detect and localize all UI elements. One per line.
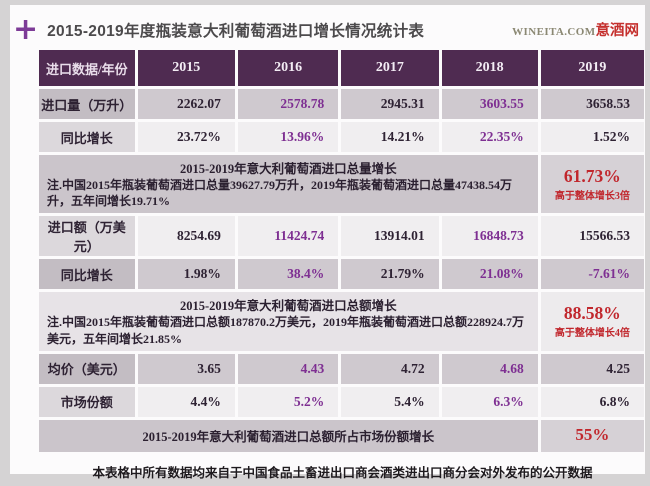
value-cell: -7.61%	[540, 259, 644, 290]
header-year-2015: 2015	[137, 50, 235, 86]
value-cell: 6.3%	[441, 386, 538, 417]
value-cell: 6.8%	[540, 386, 644, 417]
note-row-total-value-growth: 2015-2019年意大利葡萄酒进口总额增长 注.中国2015年瓶装葡萄酒进口总…	[39, 292, 644, 351]
header-year-2018: 2018	[441, 50, 538, 86]
highlight-percent: 55%	[575, 425, 610, 445]
table-header-row: 进口数据/年份 2015 2016 2017 2018 2019	[39, 50, 644, 86]
page-title: 2015-2019年度瓶装意大利葡萄酒进口增长情况统计表	[47, 22, 425, 40]
value-cell: 2578.78	[237, 89, 339, 119]
row-market-share-growth-summary: 2015-2019年意大利葡萄酒进口总额所占市场份额增长 55%	[39, 419, 644, 452]
value-cell: 4.43	[237, 353, 339, 384]
header-year-2017: 2017	[341, 50, 439, 86]
value-cell: 2945.31	[341, 89, 439, 119]
metric-label: 同比增长	[39, 259, 135, 290]
value-cell: 3603.55	[441, 89, 538, 119]
value-cell: 1.98%	[137, 259, 235, 290]
value-cell: 22.35%	[441, 122, 538, 152]
note-cell: 2015-2019年意大利葡萄酒进口总量增长 注.中国2015年瓶装葡萄酒进口总…	[39, 155, 538, 214]
value-cell: 5.4%	[341, 386, 439, 417]
header-metric-year: 进口数据/年份	[39, 50, 135, 86]
value-cell: 1.52%	[540, 122, 644, 152]
metric-label: 进口额（万美元）	[39, 216, 135, 257]
highlight-percent: 61.73%	[563, 165, 621, 186]
note-title: 2015-2019年意大利葡萄酒进口总额增长	[180, 299, 397, 314]
data-source-note: 本表格中所有数据均来自于中国食品土畜进出口商会酒类进出口商分会对外发布的公开数据	[92, 465, 593, 480]
page: + 2015-2019年度瓶装意大利葡萄酒进口增长情况统计表 WINEITA.C…	[10, 5, 647, 480]
value-cell: 21.08%	[441, 259, 538, 290]
metric-label: 进口量（万升）	[39, 89, 135, 119]
value-cell: 13.96%	[237, 122, 339, 152]
highlight-cell: 88.58% 高于整体增长4倍	[540, 292, 644, 351]
value-cell: 4.25	[540, 353, 644, 384]
summary-title: 2015-2019年意大利葡萄酒进口总额所占市场份额增长	[142, 429, 435, 444]
summary-cell: 2015-2019年意大利葡萄酒进口总额所占市场份额增长	[39, 419, 538, 452]
value-cell: 4.72	[341, 353, 439, 384]
highlight-percent: 88.58%	[563, 302, 621, 323]
row-volume-yoy-growth: 同比增长 23.72% 13.96% 14.21% 22.35% 1.52%	[39, 122, 644, 152]
logo-cn-text: 意酒网	[595, 23, 640, 39]
row-average-price: 均价（美元） 3.65 4.43 4.72 4.68 4.25	[39, 353, 644, 384]
value-cell: 21.79%	[341, 259, 439, 290]
site-logo: WINEITA.COM 意酒网	[512, 19, 639, 40]
value-cell: 3.65	[137, 353, 235, 384]
highlight-cell: 61.73% 高于整体增长3倍	[540, 155, 644, 214]
value-cell: 4.68	[441, 353, 538, 384]
value-cell: 3658.53	[540, 89, 644, 119]
note-row-total-volume-growth: 2015-2019年意大利葡萄酒进口总量增长 注.中国2015年瓶装葡萄酒进口总…	[39, 155, 644, 214]
highlight-subtext: 高于整体增长4倍	[554, 328, 630, 340]
value-cell: 16848.73	[441, 216, 538, 257]
row-import-volume: 进口量（万升） 2262.07 2578.78 2945.31 3603.55 …	[39, 89, 644, 119]
header-year-2016: 2016	[237, 50, 339, 86]
value-cell: 11424.74	[237, 216, 339, 257]
header-year-2019: 2019	[540, 50, 644, 86]
metric-label: 均价（美元）	[39, 353, 135, 384]
metric-label: 同比增长	[39, 122, 135, 152]
value-cell: 2262.07	[137, 89, 235, 119]
note-cell: 2015-2019年意大利葡萄酒进口总额增长 注.中国2015年瓶装葡萄酒进口总…	[39, 292, 538, 351]
value-cell: 14.21%	[341, 122, 439, 152]
note-title: 2015-2019年意大利葡萄酒进口总量增长	[180, 162, 397, 176]
row-market-share: 市场份额 4.4% 5.2% 5.4% 6.3% 6.8%	[39, 386, 644, 417]
value-cell: 13914.01	[341, 216, 439, 257]
value-cell: 38.4%	[237, 259, 339, 290]
logo-domain-text: WINEITA.COM	[512, 26, 596, 38]
highlight-cell: 55%	[540, 419, 644, 452]
value-cell: 15566.53	[540, 216, 644, 257]
row-import-value: 进口额（万美元） 8254.69 11424.74 13914.01 16848…	[39, 216, 644, 257]
title-bar: + 2015-2019年度瓶装意大利葡萄酒进口增长情况统计表 WINEITA.C…	[10, 5, 645, 47]
value-cell: 23.72%	[137, 122, 235, 152]
plus-icon: +	[13, 11, 39, 47]
import-growth-table: 进口数据/年份 2015 2016 2017 2018 2019 进口量（万升）…	[36, 47, 647, 455]
metric-label: 市场份额	[39, 386, 135, 417]
highlight-subtext: 高于整体增长3倍	[554, 190, 630, 202]
value-cell: 8254.69	[137, 216, 235, 257]
value-cell: 4.4%	[137, 386, 235, 417]
note-body: 注.中国2015年瓶装葡萄酒进口总额187870.2万美元，2019年瓶装葡萄酒…	[47, 315, 525, 346]
note-body: 注.中国2015年瓶装葡萄酒进口总量39627.79万升，2019年瓶装葡萄酒进…	[47, 178, 513, 209]
value-cell: 5.2%	[237, 386, 339, 417]
row-value-yoy-growth: 同比增长 1.98% 38.4% 21.79% 21.08% -7.61%	[39, 259, 644, 290]
